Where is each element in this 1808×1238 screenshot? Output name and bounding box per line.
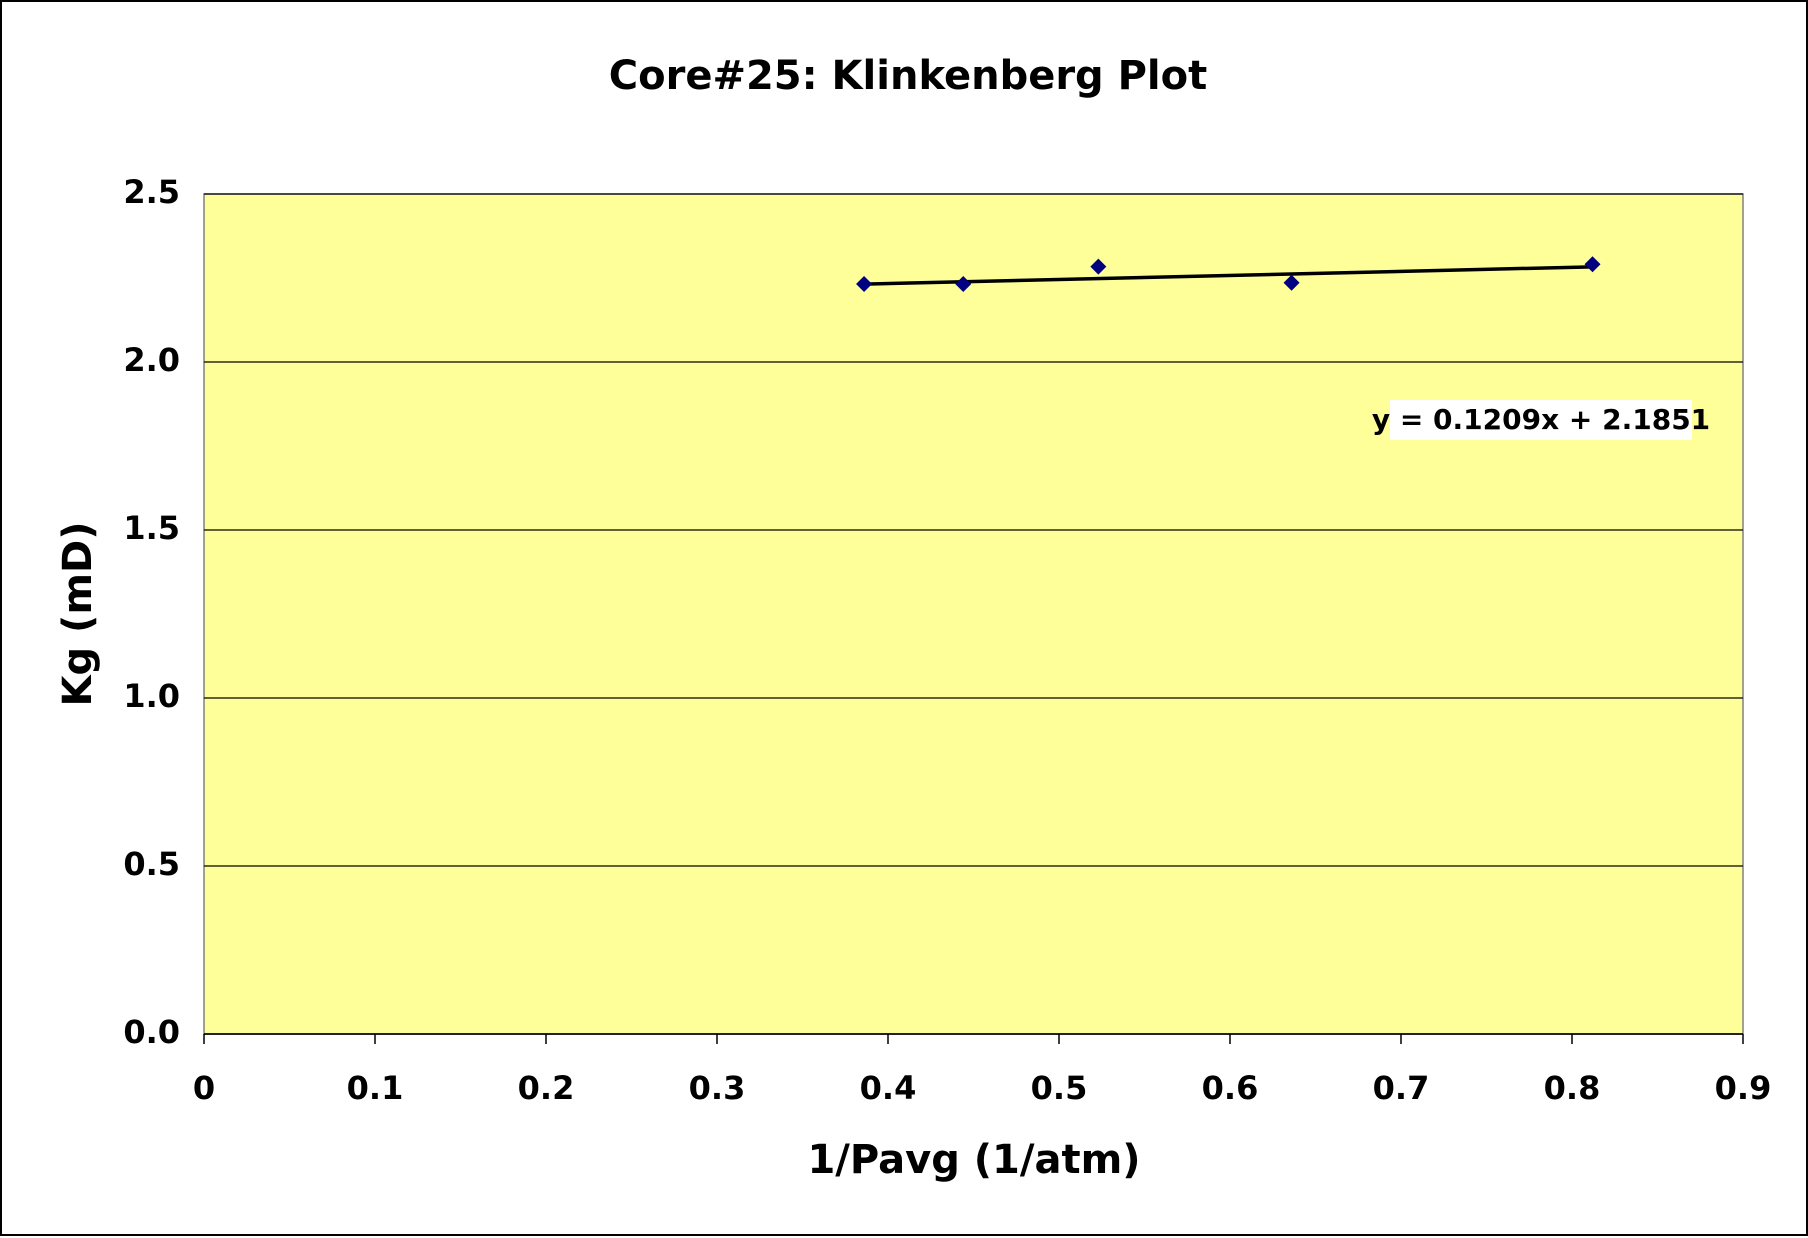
y-tick-label: 0.0 bbox=[123, 1013, 180, 1051]
data-point bbox=[1090, 258, 1107, 275]
y-tick-label: 1.5 bbox=[123, 509, 180, 547]
x-tick-label: 0.6 bbox=[1202, 1069, 1259, 1107]
chart-title: Core#25: Klinkenberg Plot bbox=[609, 53, 1208, 99]
x-tick-label: 0.4 bbox=[860, 1069, 917, 1107]
x-tick-label: 0 bbox=[193, 1069, 215, 1107]
x-tick-label: 0.1 bbox=[347, 1069, 404, 1107]
x-tick-label: 0.3 bbox=[689, 1069, 746, 1107]
x-tick-label: 0.7 bbox=[1373, 1069, 1430, 1107]
x-tick-label: 0.5 bbox=[1031, 1069, 1088, 1107]
x-tick-label: 0.9 bbox=[1715, 1069, 1772, 1107]
y-tick-label: 0.5 bbox=[123, 845, 180, 883]
equation-label: y = 0.1209x + 2.1851 bbox=[1372, 403, 1710, 436]
y-tick-label: 2.5 bbox=[123, 173, 180, 211]
plot-area bbox=[203, 193, 1744, 1035]
y-axis-label: Kg (mD) bbox=[55, 522, 101, 707]
data-point bbox=[1283, 274, 1300, 291]
y-tick-label: 1.0 bbox=[123, 677, 180, 715]
data-point bbox=[955, 276, 972, 293]
data-point bbox=[1584, 256, 1601, 273]
y-tick-label: 2.0 bbox=[123, 341, 180, 379]
x-tick-label: 0.8 bbox=[1544, 1069, 1601, 1107]
x-tick-label: 0.2 bbox=[518, 1069, 575, 1107]
data-point bbox=[856, 276, 873, 293]
trendline bbox=[864, 265, 1593, 286]
x-axis-label: 1/Pavg (1/atm) bbox=[807, 1137, 1140, 1183]
equation-box bbox=[1390, 400, 1692, 440]
